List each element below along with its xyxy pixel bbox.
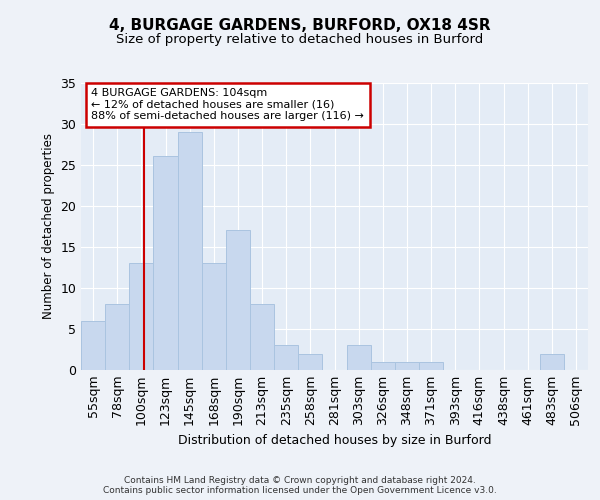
Bar bbox=[226, 230, 250, 370]
Bar bbox=[129, 263, 154, 370]
Bar bbox=[154, 156, 178, 370]
Bar bbox=[371, 362, 395, 370]
Bar bbox=[250, 304, 274, 370]
Bar bbox=[178, 132, 202, 370]
Text: 4, BURGAGE GARDENS, BURFORD, OX18 4SR: 4, BURGAGE GARDENS, BURFORD, OX18 4SR bbox=[109, 18, 491, 32]
Bar bbox=[395, 362, 419, 370]
Y-axis label: Number of detached properties: Number of detached properties bbox=[42, 133, 55, 320]
Bar bbox=[540, 354, 564, 370]
X-axis label: Distribution of detached houses by size in Burford: Distribution of detached houses by size … bbox=[178, 434, 491, 446]
Bar bbox=[202, 263, 226, 370]
Bar bbox=[347, 346, 371, 370]
Text: Contains HM Land Registry data © Crown copyright and database right 2024.
Contai: Contains HM Land Registry data © Crown c… bbox=[103, 476, 497, 495]
Bar bbox=[105, 304, 129, 370]
Bar bbox=[81, 320, 105, 370]
Bar bbox=[274, 346, 298, 370]
Text: Size of property relative to detached houses in Burford: Size of property relative to detached ho… bbox=[116, 32, 484, 46]
Text: 4 BURGAGE GARDENS: 104sqm
← 12% of detached houses are smaller (16)
88% of semi-: 4 BURGAGE GARDENS: 104sqm ← 12% of detac… bbox=[91, 88, 364, 122]
Bar bbox=[298, 354, 322, 370]
Bar bbox=[419, 362, 443, 370]
